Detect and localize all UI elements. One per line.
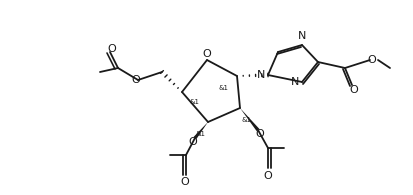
- Text: O: O: [367, 55, 375, 65]
- Polygon shape: [193, 122, 207, 139]
- Text: &1: &1: [218, 85, 228, 91]
- Text: O: O: [263, 171, 272, 181]
- Polygon shape: [240, 108, 259, 131]
- Text: O: O: [188, 137, 197, 147]
- Text: O: O: [255, 129, 264, 139]
- Text: &1: &1: [195, 131, 206, 137]
- Text: O: O: [180, 177, 189, 187]
- Text: N: N: [297, 31, 306, 41]
- Text: O: O: [202, 49, 211, 59]
- Text: &1: &1: [242, 117, 252, 123]
- Text: N: N: [256, 70, 264, 80]
- Text: N: N: [290, 77, 298, 87]
- Text: &1: &1: [190, 99, 199, 105]
- Text: O: O: [131, 75, 140, 85]
- Text: O: O: [107, 44, 116, 54]
- Text: O: O: [349, 85, 358, 95]
